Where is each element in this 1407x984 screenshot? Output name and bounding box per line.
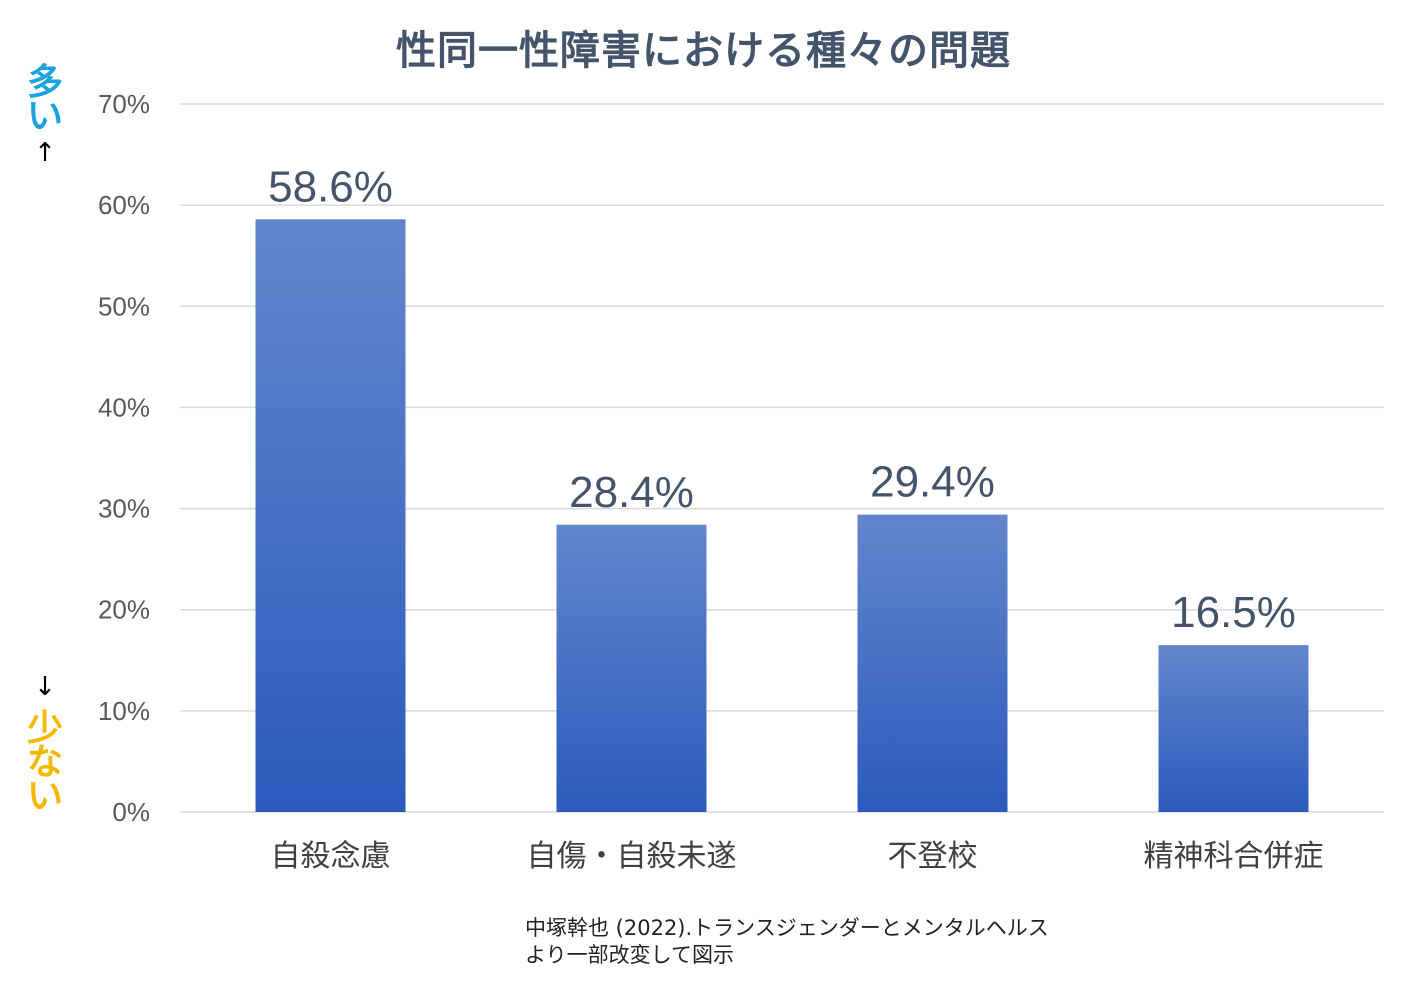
y-tick-label: 50% [98,291,150,321]
less-label: 少 な い [20,708,70,817]
y-tick-label: 30% [98,494,150,524]
less-label-char: い [26,776,63,817]
bar [1158,645,1309,812]
data-label: 28.4% [569,468,694,517]
bar [556,524,707,812]
y-tick-label: 0% [112,797,150,827]
more-label: 多 い [20,62,70,137]
more-label-char: い [26,96,63,137]
bar [857,514,1008,812]
x-tick-label: 精神科合併症 [1144,839,1324,874]
data-label: 29.4% [870,458,995,507]
y-tick-label: 20% [98,595,150,625]
y-tick-label: 60% [98,190,150,220]
less-label-char: な [26,742,63,783]
source-line: 中塚幹也 (2022).トランスジェンダーとメンタルヘルス [525,916,1049,940]
arrow-down-icon: ↓ [34,672,56,702]
y-tick-label: 40% [98,392,150,422]
x-tick-label: 自傷・自殺未遂 [527,839,737,874]
data-label: 16.5% [1171,588,1296,637]
bars [255,219,1309,812]
x-axis: 自殺念慮 自傷・自殺未遂 不登校 精神科合併症 [271,839,1324,874]
chart-title: 性同一性障害における種々の問題 [396,28,1011,74]
arrow-up-icon: ↑ [34,138,56,168]
y-tick-label: 10% [98,696,150,726]
bar [255,219,406,812]
y-tick-label: 70% [98,89,150,119]
data-labels: 58.6% 28.4% 29.4% 16.5% [268,162,1296,637]
source-line: より一部改変して図示 [525,943,734,967]
x-tick-label: 不登校 [888,839,978,874]
source-note: 中塚幹也 (2022).トランスジェンダーとメンタルヘルス より一部改変して図示 [525,915,1049,969]
more-label-char: 多 [26,62,63,103]
less-label-char: 少 [26,708,63,749]
x-tick-label: 自殺念慮 [271,839,391,874]
y-axis: 0% 10% 20% 30% 40% 50% 60% 70% [98,89,150,827]
data-label: 58.6% [268,162,393,211]
